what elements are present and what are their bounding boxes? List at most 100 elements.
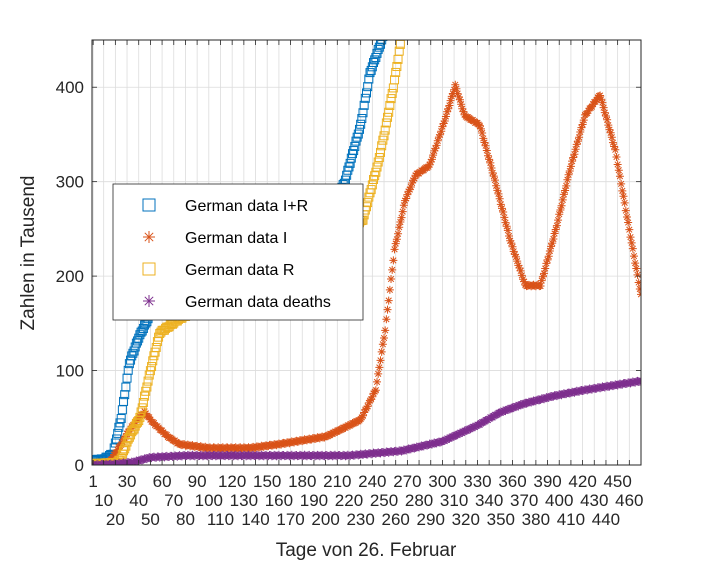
data-point [343,165,353,175]
data-point [357,114,367,124]
data-point [373,377,382,386]
data-point [364,398,373,407]
data-point [516,266,525,275]
data-point [618,186,627,195]
data-point [384,107,394,117]
data-point [499,208,508,217]
data-point [513,257,522,266]
data-point [388,265,397,274]
data-point [374,369,383,378]
x-tick-label: 250 [370,491,398,510]
data-point [121,382,131,392]
data-point [505,232,514,241]
data-point [622,212,631,221]
x-tick-label: 400 [545,491,573,510]
data-point [562,181,571,190]
data-point [390,75,400,85]
y-tick-label: 100 [56,362,84,381]
x-tick-label: 30 [118,472,137,491]
data-point [475,121,484,130]
x-tick-label: 180 [288,472,316,491]
data-point [503,226,512,235]
legend-marker-icon [142,262,156,276]
x-tick-label: 410 [557,510,585,529]
data-point [151,342,161,352]
x-tick-label: 60 [153,472,172,491]
data-point [556,205,565,214]
x-tick-label: 440 [592,510,620,529]
data-point [520,277,529,286]
data-point [120,444,130,454]
data-point [564,170,573,179]
data-point [425,160,434,169]
data-point [385,100,395,110]
data-point [386,94,396,104]
data-point [555,210,564,219]
data-point [450,85,459,94]
data-point [624,218,633,227]
series-german-data-deaths [92,376,641,465]
data-point [363,198,373,208]
legend: German data I+R German data I German data … [112,183,364,321]
data-point [394,229,403,238]
data-point [135,412,145,422]
x-tick-label: 390 [533,472,561,491]
data-point [542,259,551,268]
data-point [509,247,518,256]
data-point [119,446,129,456]
ticks: 1102030405060708090100110120130140150160… [56,40,644,529]
x-tick-label: 460 [615,491,643,510]
x-tick-label: 300 [428,472,456,491]
data-point [507,239,516,248]
data-point [363,402,372,411]
data-point [459,107,468,116]
data-point [398,207,407,216]
legend-entry: German data I+R [185,198,308,215]
data-point [395,223,404,232]
data-point [514,261,523,270]
data-point [383,112,393,122]
x-tick-label: 210 [323,472,351,491]
data-point [134,416,144,426]
data-point [568,157,577,166]
data-point [600,108,609,117]
data-point [358,108,368,118]
y-tick-label: 0 [75,456,84,475]
legend-marker-icon [143,231,155,243]
data-point [391,239,400,248]
data-point [365,68,375,78]
data-point [478,129,487,138]
data-point [444,104,453,113]
data-point [137,403,147,413]
data-point [377,347,386,356]
data-point [371,167,381,177]
data-point [113,445,122,454]
x-tick-label: 240 [358,472,386,491]
x-tick-label: 50 [141,510,160,529]
data-point [548,239,557,248]
data-point [551,225,560,234]
data-point [572,140,581,149]
data-point [447,92,456,101]
x-tick-label: 430 [580,491,608,510]
data-point [608,138,617,147]
data-point [615,172,624,181]
data-point [575,133,584,142]
data-point [563,175,572,184]
data-point [631,259,640,268]
data-point [380,125,390,135]
data-point [377,40,387,45]
data-point [554,216,563,225]
data-point [601,111,610,120]
data-point [611,145,620,154]
data-point [476,124,485,133]
series-german-data-i [92,80,641,465]
data-point [369,58,379,68]
data-point [370,171,380,181]
y-tick-label: 200 [56,267,84,286]
data-point [133,336,143,346]
data-point [347,149,357,159]
x-tick-label: 280 [405,491,433,510]
data-point [597,95,606,104]
data-point [360,408,369,417]
